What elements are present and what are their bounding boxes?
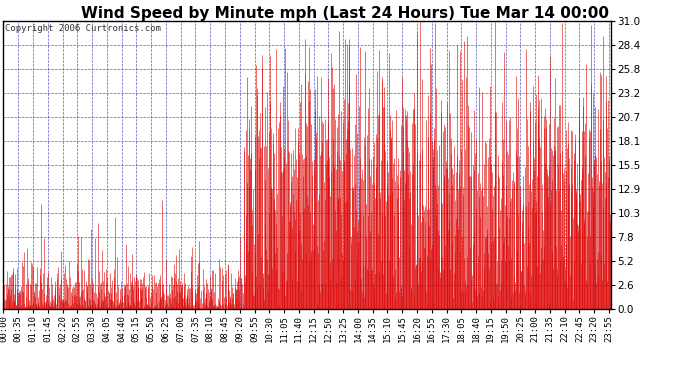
Text: Copyright 2006 Curtronics.com: Copyright 2006 Curtronics.com [5, 24, 161, 33]
Text: Wind Speed by Minute mph (Last 24 Hours) Tue Mar 14 00:00: Wind Speed by Minute mph (Last 24 Hours)… [81, 6, 609, 21]
